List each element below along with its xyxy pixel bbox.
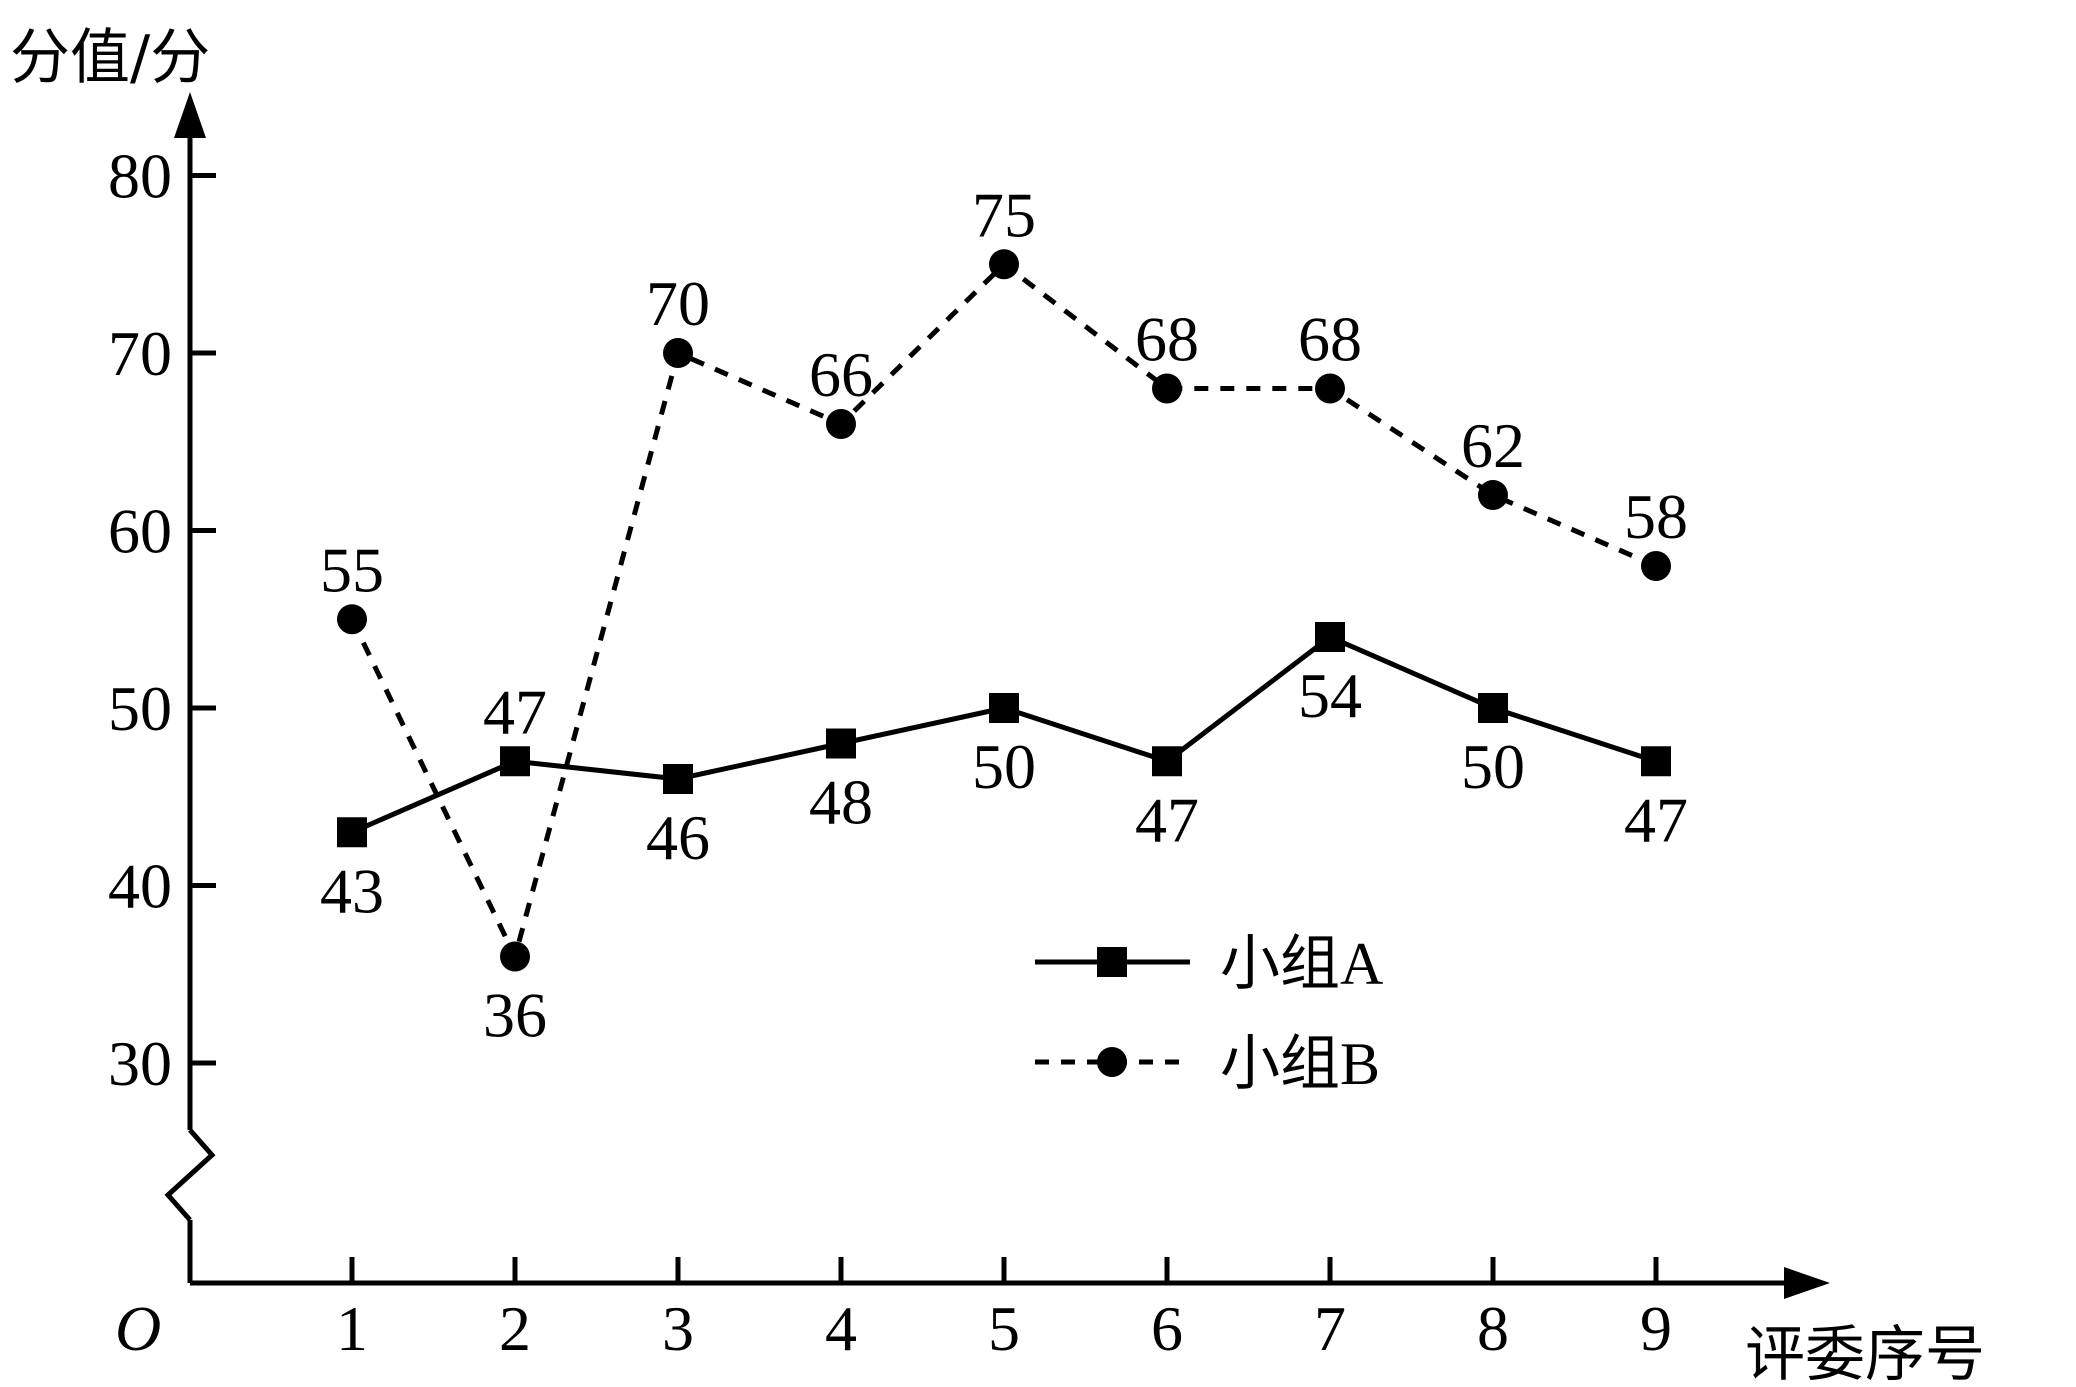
legend-label-a: 小组A bbox=[1220, 931, 1383, 997]
x-tick-label: 4 bbox=[825, 1293, 857, 1364]
y-tick-label: 30 bbox=[108, 1028, 172, 1099]
y-tick-label: 70 bbox=[108, 318, 172, 389]
point-b bbox=[989, 249, 1019, 280]
legend-label-b: 小组B bbox=[1220, 1031, 1380, 1097]
point-b bbox=[1478, 480, 1508, 510]
point-a bbox=[989, 693, 1019, 723]
point-b bbox=[1315, 373, 1345, 404]
x-tick-label: 6 bbox=[1151, 1293, 1183, 1364]
data-label-a: 46 bbox=[646, 802, 710, 873]
y-axis-arrow bbox=[174, 92, 206, 138]
series-line-b bbox=[349, 260, 1657, 964]
point-a bbox=[1478, 693, 1508, 723]
point-a bbox=[1641, 746, 1671, 777]
point-b bbox=[1152, 373, 1182, 404]
data-labels: 43 55 47 36 46 70 48 66 50 75 47 68 54 68 50 62 47 58 bbox=[320, 179, 1688, 1050]
point-b bbox=[337, 604, 367, 635]
point-a bbox=[826, 728, 856, 759]
x-ticks: 1 2 3 4 5 6 7 8 9 bbox=[336, 1257, 1672, 1364]
data-label-b: 58 bbox=[1624, 481, 1688, 552]
x-tick-label: 1 bbox=[336, 1293, 368, 1364]
data-label-a: 48 bbox=[809, 767, 873, 838]
data-label-a: 47 bbox=[483, 676, 547, 747]
x-tick-label: 8 bbox=[1477, 1293, 1509, 1364]
data-label-a: 47 bbox=[1135, 784, 1199, 855]
point-b bbox=[500, 941, 530, 972]
y-tick-label: 50 bbox=[108, 673, 172, 744]
data-label-b: 36 bbox=[483, 980, 547, 1051]
data-label-a: 50 bbox=[1461, 731, 1525, 802]
data-label-b: 68 bbox=[1135, 304, 1199, 375]
y-tick-label: 40 bbox=[108, 851, 172, 922]
data-label-a: 43 bbox=[320, 855, 384, 926]
y-tick-label: 80 bbox=[108, 141, 172, 212]
x-axis-title: 评委序号 bbox=[1745, 1320, 1985, 1387]
point-a bbox=[1315, 622, 1345, 652]
x-tick-label: 2 bbox=[499, 1293, 531, 1364]
data-label-b: 70 bbox=[646, 268, 710, 339]
series-layer bbox=[337, 249, 1671, 972]
data-label-b: 55 bbox=[320, 534, 384, 605]
x-tick-label: 7 bbox=[1314, 1293, 1346, 1364]
data-label-b: 75 bbox=[972, 179, 1036, 250]
point-a bbox=[1152, 746, 1182, 777]
origin-label: O bbox=[115, 1293, 161, 1364]
y-axis-break bbox=[164, 1128, 216, 1222]
data-label-b: 66 bbox=[809, 339, 873, 410]
data-label-a: 54 bbox=[1298, 660, 1362, 731]
data-label-b: 62 bbox=[1461, 410, 1525, 481]
data-label-a: 47 bbox=[1624, 784, 1688, 855]
y-ticks: 30 40 50 60 70 80 bbox=[108, 141, 216, 1099]
point-a bbox=[337, 817, 367, 848]
legend-marker-a bbox=[1097, 947, 1127, 977]
y-axis-title: 分值/分 bbox=[10, 23, 210, 93]
data-label-b: 68 bbox=[1298, 304, 1362, 375]
legend-marker-b bbox=[1097, 1047, 1127, 1077]
axes bbox=[164, 92, 1830, 1299]
x-tick-label: 3 bbox=[662, 1293, 694, 1364]
data-label-a: 50 bbox=[972, 731, 1036, 802]
legend: 小组A 小组B bbox=[1035, 931, 1383, 1097]
x-axis-arrow bbox=[1784, 1267, 1830, 1299]
point-a bbox=[500, 746, 530, 777]
point-b bbox=[1641, 551, 1671, 581]
point-b bbox=[663, 338, 693, 368]
x-tick-label: 5 bbox=[988, 1293, 1020, 1364]
x-tick-label: 9 bbox=[1640, 1293, 1672, 1364]
y-tick-label: 60 bbox=[108, 496, 172, 567]
point-a bbox=[663, 764, 693, 794]
point-b bbox=[826, 409, 856, 439]
